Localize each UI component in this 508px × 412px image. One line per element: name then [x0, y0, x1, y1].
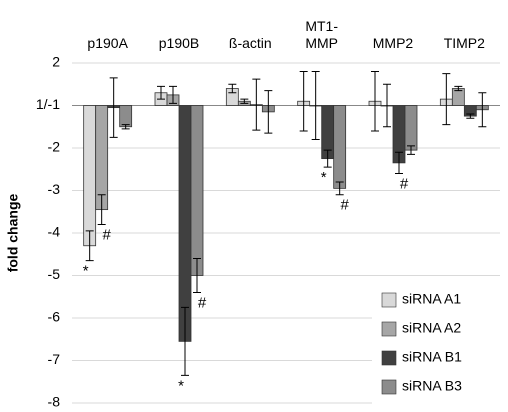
x-tick-label: p190B [159, 35, 199, 51]
significance-mark: * [83, 263, 89, 280]
error-bar [228, 83, 237, 94]
legend-swatch [381, 379, 397, 395]
error-bar [193, 258, 201, 293]
error-bar [97, 194, 106, 225]
legend-label: siRNA B1 [402, 349, 462, 365]
x-tick-label: MT1-MMP [305, 18, 338, 51]
legend-swatch [381, 321, 397, 337]
x-tick-label: ß-actin [229, 35, 272, 51]
legend-swatch [381, 350, 397, 366]
error-bar [407, 145, 415, 155]
error-bar [371, 71, 379, 132]
x-tick-label: TIMP2 [444, 35, 485, 51]
error-bar [466, 113, 475, 119]
error-bar [252, 78, 261, 131]
bar [119, 105, 133, 128]
error-bar [395, 151, 403, 174]
bar [333, 105, 347, 189]
bar [83, 105, 97, 247]
error-bar [181, 306, 189, 376]
error-bar [383, 83, 391, 128]
error-bar [264, 90, 273, 134]
legend-label: siRNA B3 [402, 378, 462, 394]
y-tick-label: -2 [48, 139, 61, 155]
significance-mark: # [340, 197, 349, 214]
y-tick-label: 2 [52, 54, 60, 70]
error-bar [335, 181, 344, 196]
y-tick-label: -8 [48, 394, 61, 410]
error-bar [240, 98, 249, 104]
y-tick-label: -4 [48, 224, 61, 240]
x-tick-label: MMP2 [373, 35, 414, 51]
error-bar [323, 149, 332, 168]
error-bar [454, 85, 463, 92]
error-bar [478, 92, 487, 128]
error-bar [169, 85, 177, 104]
significance-mark: * [178, 377, 184, 394]
error-bar [85, 230, 94, 262]
legend-label: siRNA A2 [402, 320, 461, 336]
y-tick-label: 1/-1 [36, 96, 60, 112]
significance-mark: * [321, 169, 327, 186]
bar [178, 105, 192, 342]
x-tick-label: p190A [87, 35, 128, 51]
legend-label: siRNA A1 [402, 291, 461, 307]
bar [404, 105, 418, 151]
significance-mark: # [400, 175, 409, 192]
error-bar [442, 73, 451, 126]
legend-swatch [381, 292, 397, 308]
significance-mark: # [198, 294, 207, 311]
y-axis-label: fold change [5, 194, 21, 273]
y-tick-label: -5 [48, 266, 61, 282]
error-bar [109, 77, 118, 138]
error-bar [311, 71, 320, 140]
y-tick-label: -6 [48, 309, 61, 325]
error-bar [121, 124, 130, 130]
y-tick-label: -7 [48, 351, 61, 367]
error-bar [157, 85, 165, 100]
bar [95, 105, 109, 211]
y-tick-label: -3 [48, 181, 61, 197]
error-bar [299, 71, 308, 132]
significance-mark: # [102, 226, 111, 243]
bar [190, 105, 204, 276]
